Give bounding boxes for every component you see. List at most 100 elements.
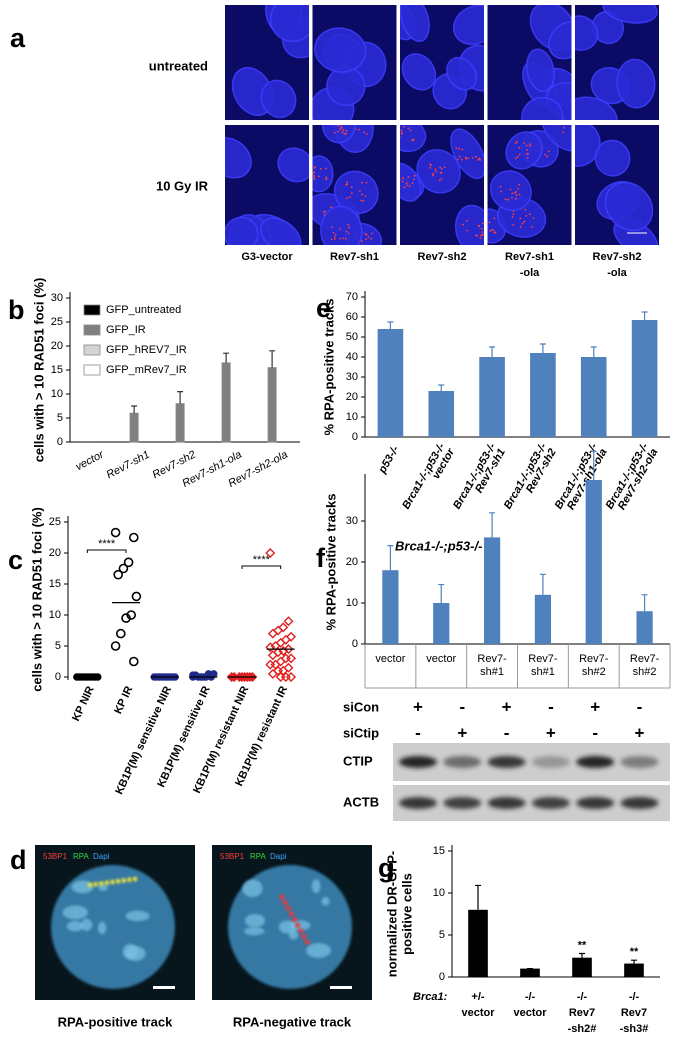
bar (433, 603, 450, 644)
focus (435, 170, 437, 173)
y-tick-label: 60 (346, 311, 358, 323)
micrograph (487, 125, 572, 245)
nucleus (260, 79, 297, 119)
focus (407, 127, 410, 130)
micrograph (575, 125, 659, 245)
focus (398, 138, 400, 140)
band-label: CTIP (343, 753, 373, 768)
focus (408, 185, 411, 187)
focus (499, 185, 502, 188)
focus (313, 167, 316, 169)
focus (506, 198, 509, 201)
focus (458, 147, 460, 150)
focus (344, 237, 347, 240)
bar (483, 537, 501, 644)
x-tick-label-group: p53-/- (376, 444, 402, 477)
y-tick-label: 0 (352, 638, 358, 650)
nucleus (604, 181, 654, 232)
x-tick-label: sh#2 (582, 666, 606, 678)
focus (413, 178, 415, 181)
data-point (275, 656, 286, 667)
nucleus (225, 216, 259, 245)
focus (525, 152, 528, 155)
band (487, 756, 526, 768)
focus (402, 177, 405, 179)
focus (361, 193, 364, 196)
focus (440, 178, 443, 180)
data-point (286, 672, 297, 682)
focus (524, 208, 527, 211)
x-tick-label: vector (426, 653, 456, 665)
column-label: Rev7-sh1 (330, 251, 379, 263)
focus (345, 230, 348, 233)
x-tick-label: vector (375, 653, 405, 665)
error-bar (641, 594, 648, 612)
bar (631, 320, 658, 437)
focus (515, 157, 517, 160)
nucleus (401, 53, 437, 91)
caption: RPA-negative track (233, 1014, 352, 1029)
nucleus (326, 66, 366, 107)
focus (438, 179, 441, 182)
sign: + (635, 723, 645, 742)
data-point (283, 644, 294, 655)
focus (403, 125, 406, 128)
stain-label: 53BP1 (220, 852, 245, 861)
nucleus (505, 131, 543, 170)
focus (371, 232, 373, 235)
focus (519, 217, 522, 220)
row-label: siCtip (343, 725, 379, 740)
focus (345, 132, 348, 135)
focus (346, 197, 348, 199)
focus (411, 138, 414, 141)
focus (479, 236, 482, 239)
focus (492, 229, 495, 232)
focus (523, 220, 526, 223)
sign: + (413, 697, 423, 716)
focus (518, 146, 521, 149)
focus (313, 176, 316, 179)
x-tick-label: Rev7- (528, 653, 558, 665)
y-tick-label: 0 (352, 431, 358, 443)
focus (455, 147, 458, 149)
bar (175, 403, 185, 443)
focus (360, 181, 363, 184)
focus (292, 917, 297, 922)
focus (562, 126, 565, 129)
x-tick-label-group: KP IR (112, 684, 135, 716)
focus (93, 881, 99, 887)
x-tick-label-group: Rev7-sh#1 (477, 653, 507, 678)
focus (476, 234, 479, 237)
focus (488, 221, 491, 224)
data-point (118, 563, 129, 574)
y-axis-title: normalized DR-GFP- (384, 851, 399, 977)
sign: + (546, 723, 556, 742)
nucleus (225, 137, 252, 179)
focus (346, 181, 349, 184)
y-tick-label: 20 (49, 547, 61, 559)
focus (521, 222, 524, 225)
nucleus (575, 15, 599, 51)
focus (471, 156, 474, 159)
focus (515, 190, 518, 193)
y-tick-label: 20 (51, 340, 63, 352)
error-bar (177, 391, 184, 404)
stain-label: Dapi (270, 852, 287, 861)
focus (456, 158, 459, 161)
data-point (131, 591, 142, 602)
focus (551, 125, 553, 126)
panel-letter: b (8, 295, 25, 325)
error-bar (641, 311, 648, 320)
legend-label: GFP_untreated (106, 304, 181, 316)
bar (428, 391, 455, 437)
bar (534, 594, 552, 644)
stain-label: 53BP1 (43, 852, 68, 861)
error-bar (539, 343, 546, 353)
focus (465, 219, 468, 222)
focus (401, 180, 404, 183)
error-bar (387, 545, 394, 571)
focus (544, 153, 546, 156)
focus (347, 224, 350, 226)
y-tick-label: 15 (51, 364, 63, 376)
